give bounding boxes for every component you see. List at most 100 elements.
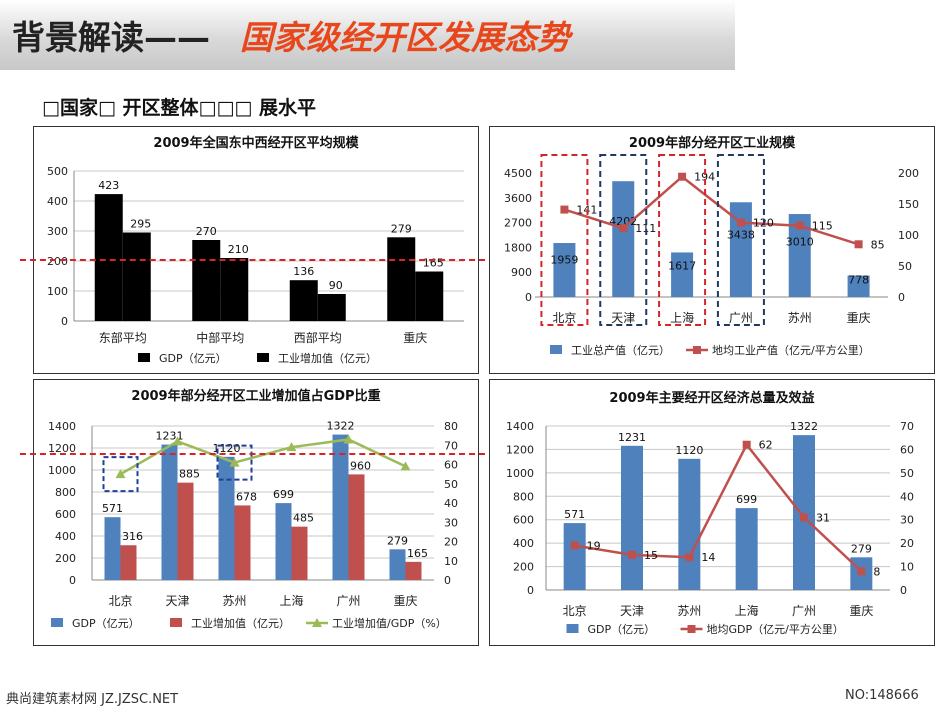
line-point [628, 550, 636, 559]
y-tick-label: 0 [61, 315, 68, 328]
y2-tick-label: 20 [444, 536, 458, 549]
bar [612, 181, 635, 297]
x-tick-label: 重庆 [847, 311, 871, 325]
y-tick-label: 400 [55, 530, 76, 543]
y-tick-label: 0 [525, 291, 532, 304]
y-tick-label: 400 [47, 195, 68, 208]
data-label: 295 [130, 218, 151, 231]
y-tick-label: 1000 [48, 464, 76, 477]
chart-industry-share: 2009年部分经开区工业增加值占GDP比重 0 200 400 600 800 1000 12… [48, 388, 458, 630]
y-tick-label: 400 [513, 537, 534, 550]
bar [553, 243, 576, 297]
x-tick-label: 广州 [729, 311, 753, 325]
y-tick-label: 2700 [504, 217, 532, 230]
y2-tick-label: 100 [898, 229, 919, 242]
chart-industrial-scale: 2009年部分经开区工业规模 0 900 1800 2700 3600 4500 0 50 100… [504, 135, 919, 357]
data-label: 699 [273, 488, 294, 501]
y2-tick-label: 80 [444, 420, 458, 433]
bar [621, 445, 643, 590]
y2-tick-label: 30 [900, 514, 914, 527]
data-label: 270 [196, 225, 217, 238]
y2-tick-label: 70 [900, 420, 914, 433]
x-tick-label: 天津 [165, 594, 189, 608]
y-tick-label: 800 [55, 486, 76, 499]
bar [563, 523, 586, 590]
y-tick-label: 1000 [506, 467, 534, 480]
data-label: 699 [736, 493, 757, 506]
section-subtitle: □国家□ 开区整体□□□ 展水平 [42, 97, 316, 119]
y2-tick-label: 30 [444, 516, 458, 529]
chart-panel-economic-total: 2009年主要经开区经济总量及效益 0 200 400 600 800 1000 1200 14… [489, 379, 935, 646]
y2-tick-label: 150 [898, 198, 919, 211]
line-data-label: 111 [635, 222, 656, 235]
bar [405, 561, 422, 580]
data-label: 279 [387, 534, 408, 547]
line-data-label: 62 [759, 439, 773, 452]
y-tick-label: 0 [69, 574, 76, 587]
line-point [736, 218, 745, 227]
y-tick-label: 100 [47, 285, 68, 298]
highlight-box [658, 154, 707, 326]
y2-tick-label: 0 [900, 584, 907, 597]
data-label: 423 [98, 179, 119, 192]
x-tick-label: 北京 [552, 311, 576, 325]
line-data-label: 15 [644, 549, 658, 562]
data-label: 165 [407, 547, 428, 560]
bar [332, 434, 349, 580]
chart-title: 2009年部分经开区工业增加值占GDP比重 [131, 388, 380, 404]
legend-swatch [170, 618, 182, 627]
y-tick-label: 4500 [504, 167, 532, 180]
bar [220, 258, 249, 321]
highlight-box [599, 154, 648, 326]
x-tick-label: 上海 [279, 593, 303, 608]
x-tick-label: 广州 [792, 604, 816, 618]
line-data-label: 8 [873, 565, 880, 578]
bar [122, 232, 151, 321]
line-point [742, 440, 751, 449]
bar [788, 214, 811, 297]
title-band: 背景解读—— 国家级经开区发展态势 [0, 0, 735, 70]
line-point [343, 434, 354, 444]
data-label: 885 [179, 468, 200, 481]
y-tick-label: 1800 [504, 241, 532, 254]
y-tick-label: 600 [55, 508, 76, 521]
y-tick-label: 200 [55, 552, 76, 565]
x-tick-label: 北京 [108, 594, 132, 608]
y2-tick-label: 0 [898, 291, 905, 304]
legend-label: GDP（亿元） [72, 617, 140, 630]
legend-marker [693, 346, 701, 354]
y-tick-label: 1200 [48, 442, 76, 455]
legend-label: 地均GDP（亿元/平方公里） [707, 622, 844, 636]
legend-swatch [51, 618, 63, 627]
y-tick-label: 200 [47, 255, 68, 268]
legend-label: 工业增加值（亿元） [278, 351, 377, 365]
legend-label: GDP（亿元） [159, 352, 227, 365]
bar [847, 275, 870, 297]
y-tick-label: 600 [513, 514, 534, 527]
bar [415, 271, 444, 321]
y-tick-label: 200 [513, 561, 534, 574]
chart-title: 2009年主要经开区经济总量及效益 [609, 390, 814, 406]
bar [735, 508, 758, 590]
line-point [685, 553, 694, 562]
data-label: 279 [851, 542, 872, 555]
chart-title: 2009年全国东中西经开区平均规模 [153, 135, 359, 151]
line-data-label: 19 [587, 539, 601, 552]
line-data-label: 85 [871, 238, 885, 251]
data-label: 571 [102, 502, 123, 515]
y-tick-label: 0 [527, 584, 534, 597]
y-tick-label: 3600 [504, 192, 532, 205]
line-point [570, 541, 579, 550]
line-point [857, 567, 866, 576]
x-tick-label: 东部平均 [99, 330, 147, 345]
chart-title: 2009年部分经开区工业规模 [629, 135, 796, 151]
bar [94, 194, 123, 321]
y-tick-label: 300 [47, 225, 68, 238]
data-label: 1120 [675, 444, 703, 457]
x-tick-label: 重庆 [403, 331, 427, 345]
bar [348, 474, 365, 580]
bar [104, 517, 121, 580]
bar [317, 294, 346, 321]
y2-tick-label: 60 [444, 459, 458, 472]
bar [218, 456, 235, 580]
